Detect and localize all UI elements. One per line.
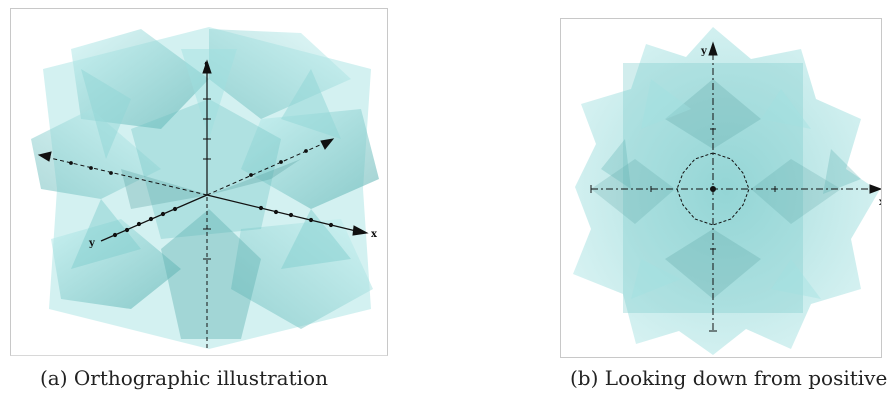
t-axis-label: t — [204, 61, 209, 72]
x-axis-label: x — [371, 229, 378, 240]
y-axis-arrow — [708, 41, 718, 56]
y-axis-label: y — [700, 46, 708, 57]
top-down-figure: y x — [573, 27, 881, 355]
origin-dot — [710, 186, 716, 192]
orthographic-figure: t x y — [31, 27, 379, 349]
top-down-panel: y x — [560, 18, 882, 358]
caption-b-tag: (b) — [570, 366, 599, 390]
caption-a-tag: (a) — [40, 366, 68, 390]
caption-a-text: Orthographic illustration — [73, 366, 328, 390]
x-axis-arrow — [869, 184, 881, 194]
x-axis-arrow — [352, 225, 369, 236]
axes — [37, 59, 369, 349]
decagon-outline — [676, 152, 750, 226]
solid-facets — [31, 27, 379, 349]
caption-b-text: Looking down from positive — [604, 366, 888, 390]
y-axis-label: y — [88, 238, 96, 249]
caption-b: (b) Looking down from positive t — [570, 366, 893, 390]
orthographic-panel: t x y — [10, 8, 388, 356]
solid-facets — [573, 27, 879, 355]
t-axis-arrow — [202, 59, 212, 74]
caption-a: (a) Orthographic illustration — [40, 366, 328, 390]
x-axis-label: x — [879, 197, 881, 208]
